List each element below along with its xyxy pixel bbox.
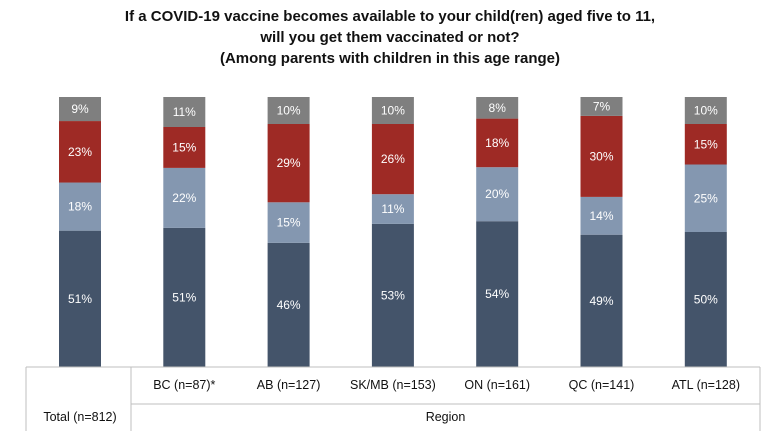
- data-label-s2-c1: 15%: [172, 140, 196, 154]
- bar-segment-s0-c2: [267, 242, 310, 367]
- bar-segment-s2-c1: [163, 127, 206, 168]
- bar-segment-s3-c6: [684, 97, 727, 124]
- data-label-s3-c5: 7%: [593, 99, 611, 113]
- bar-segment-s0-c6: [684, 232, 727, 367]
- bar-segment-s0-c4: [476, 221, 519, 367]
- data-label-s2-c2: 29%: [277, 156, 301, 170]
- bar-segment-s3-c1: [163, 97, 206, 127]
- bar-segment-s3-c2: [267, 97, 310, 124]
- bar-segment-s1-c6: [684, 164, 727, 232]
- bar-segment-s3-c4: [476, 97, 519, 119]
- bar-segment-s0-c0: [59, 230, 101, 367]
- data-label-s1-c2: 15%: [277, 216, 301, 230]
- data-label-s2-c3: 26%: [381, 152, 405, 166]
- bar-segment-s1-c5: [580, 196, 623, 235]
- data-label-s1-c5: 14%: [589, 209, 613, 223]
- bars-group: 51% 18% 23% 9% 51% 22% 15% 11% 46% 15% 29% 10% 53% 11…: [59, 97, 727, 367]
- bar-segment-s2-c3: [371, 124, 414, 195]
- bar-segment-s0-c3: [371, 223, 414, 367]
- data-label-s3-c6: 10%: [694, 104, 718, 118]
- bar-segment-s0-c5: [580, 234, 623, 367]
- data-label-s1-c0: 18%: [68, 200, 92, 214]
- data-label-s0-c6: 50%: [694, 293, 718, 307]
- bar-segment-s2-c5: [580, 115, 623, 197]
- bar-segment-s0-c1: [163, 227, 206, 367]
- bar-segment-s1-c1: [163, 167, 206, 228]
- data-label-s2-c0: 23%: [68, 145, 92, 159]
- category-label-5: QC (n=141): [569, 378, 635, 392]
- bar-segment-s1-c2: [267, 202, 310, 243]
- data-label-s2-c6: 15%: [694, 137, 718, 151]
- bar-segment-s2-c6: [684, 124, 727, 165]
- title-line-2: will you get them vaccinated or not?: [260, 29, 520, 46]
- data-label-s3-c2: 10%: [277, 104, 301, 118]
- category-label-2: AB (n=127): [257, 378, 321, 392]
- data-label-s3-c4: 8%: [489, 101, 507, 115]
- bar-segment-s2-c2: [267, 124, 310, 203]
- title-line-3: (Among parents with children in this age…: [219, 50, 561, 67]
- category-label-6: ATL (n=128): [672, 378, 740, 392]
- bar-segment-s1-c0: [59, 182, 101, 231]
- category-label-3: SK/MB (n=153): [350, 378, 436, 392]
- data-label-s1-c4: 20%: [485, 187, 509, 201]
- category-label-0: Total (n=812): [43, 410, 116, 424]
- bar-segment-s3-c3: [371, 97, 414, 124]
- bar-segment-s1-c3: [371, 194, 414, 224]
- data-label-s2-c5: 30%: [589, 149, 613, 163]
- title-line-1: If a COVID-19 vaccine becomes available …: [124, 8, 656, 25]
- data-label-s0-c1: 51%: [172, 290, 196, 304]
- data-label-s0-c4: 54%: [485, 287, 509, 301]
- chart-title: If a COVID-19 vaccine becomes available …: [0, 6, 780, 69]
- data-label-s0-c3: 53%: [381, 288, 405, 302]
- data-label-s0-c2: 46%: [277, 298, 301, 312]
- bar-segment-s2-c4: [476, 118, 519, 168]
- data-label-s1-c3: 11%: [381, 202, 404, 216]
- data-label-s0-c0: 51%: [68, 292, 92, 306]
- category-label-4: ON (n=161): [464, 378, 530, 392]
- data-label-s1-c1: 22%: [172, 191, 196, 205]
- bar-segment-s3-c5: [580, 97, 623, 116]
- bar-segment-s2-c0: [59, 121, 101, 183]
- category-table: Total (n=812) BC (n=87)* AB (n=127) SK/MB (…: [25, 366, 761, 431]
- bar-segment-s1-c4: [476, 167, 519, 222]
- data-label-s3-c1: 11%: [173, 105, 196, 119]
- region-group-label: Region: [426, 410, 466, 424]
- data-label-s0-c5: 49%: [589, 294, 613, 308]
- data-label-s3-c3: 10%: [381, 104, 405, 118]
- category-label-1: BC (n=87)*: [153, 378, 215, 392]
- data-label-s3-c0: 9%: [71, 102, 89, 116]
- data-label-s2-c4: 18%: [485, 136, 509, 150]
- data-label-s1-c6: 25%: [694, 191, 718, 205]
- bar-segment-s3-c0: [59, 97, 101, 122]
